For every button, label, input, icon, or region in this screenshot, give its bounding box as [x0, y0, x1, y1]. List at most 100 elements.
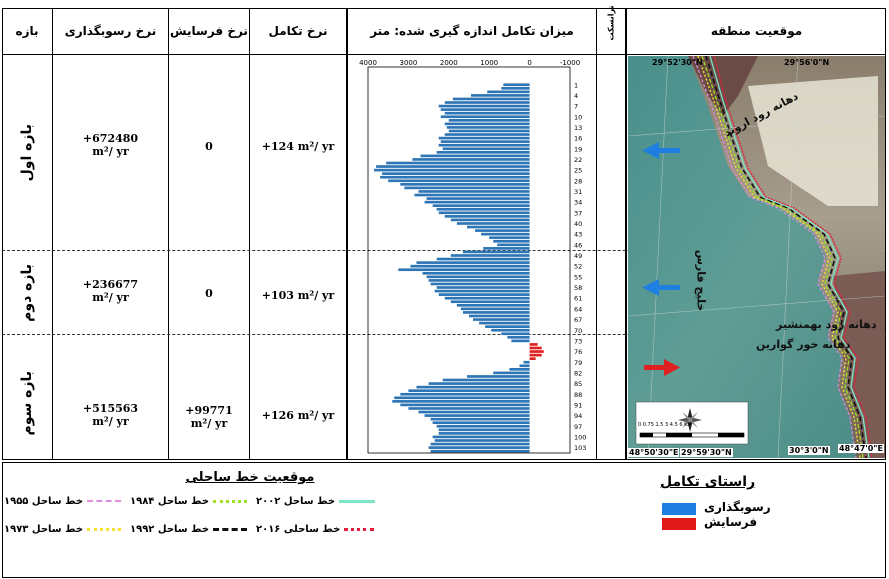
chart-bar — [444, 215, 530, 218]
map-wetland — [688, 56, 758, 116]
chart-bar — [404, 186, 530, 190]
chart-bar — [432, 421, 530, 425]
chart-bar — [400, 403, 530, 407]
legend-deposition-label: رسوبگذاری — [704, 500, 771, 514]
chart-bar — [471, 94, 530, 97]
y-tick-label: 61 — [574, 295, 582, 303]
legend-label-1984: خط ساحل ۱۹۸۴ — [130, 496, 210, 507]
map-coord-bottom-1: 48°50'30"E — [628, 448, 680, 457]
chart-bar — [430, 282, 530, 286]
chart-bar — [398, 268, 530, 272]
chart-bar — [438, 143, 530, 147]
map-panel: 0 0.75 1.5 3 4.5 6 KM 29°52'30"N 29°56'0… — [628, 56, 885, 458]
y-tick-label: 64 — [574, 305, 582, 313]
chart-bar — [392, 400, 530, 403]
chart-bar — [511, 339, 530, 343]
col-sep-1 — [52, 8, 53, 460]
legend-line-1992: خط ساحل ۱۹۹۲ — [130, 524, 247, 535]
chart-bar — [448, 118, 530, 122]
legend-swatch-2016 — [343, 527, 374, 531]
y-tick-label: 19 — [574, 145, 582, 153]
y-tick-label: 94 — [574, 412, 582, 420]
chart-bar — [440, 140, 530, 143]
legend-line-1955: خط ساحل ۱۹۵۵ — [4, 496, 121, 507]
y-tick-label: 1 — [574, 81, 578, 89]
erosion-arrow — [644, 359, 680, 376]
chart-bar — [408, 389, 530, 393]
chart-bar — [434, 439, 530, 442]
chart-bar — [414, 193, 530, 197]
chart-bar — [466, 375, 530, 378]
map-image — [628, 56, 885, 458]
chart-bar — [448, 129, 530, 133]
period-divider-1 — [2, 250, 886, 251]
chart-bar — [469, 314, 530, 318]
chart-bar — [444, 133, 530, 136]
y-tick-label: 46 — [574, 241, 582, 249]
chart-bar — [436, 286, 530, 289]
chart-bar — [462, 311, 530, 314]
period-1-deposition-unit: m²/ yr — [92, 145, 129, 158]
period-1-name: بازه اول — [19, 124, 35, 182]
period-divider-2 — [2, 334, 886, 335]
chart-bar — [509, 368, 530, 371]
chart-bar — [529, 350, 544, 353]
period-2-deposition: +236677 m²/ yr — [53, 278, 168, 304]
map-shoreline-1992 — [705, 56, 867, 458]
col-sep-4 — [346, 8, 348, 460]
header-chart: میزان تکامل اندازه گیری شده: متر — [370, 24, 574, 38]
chart-bar — [440, 108, 530, 111]
legend-line-1973: خط ساحل ۱۹۷۳ — [4, 524, 121, 535]
map-shoreline-1955 — [692, 56, 857, 458]
period-3-erosion-value: +99771 — [185, 404, 233, 417]
chart-bar — [382, 172, 530, 175]
x-tick-label: 0 — [527, 59, 531, 67]
map-mudflat — [748, 76, 878, 206]
map-coord-bottom-4: 48°47'0"E — [838, 444, 884, 453]
chart-bar — [489, 236, 530, 240]
period-2-deposition-unit: m²/ yr — [92, 291, 129, 304]
y-tick-label: 25 — [574, 167, 582, 175]
y-tick-label: 100 — [574, 433, 586, 441]
chart-bar — [529, 346, 542, 350]
chart-bar — [450, 300, 530, 304]
map-coord-top-2: 29°56'0"N — [784, 58, 830, 67]
chart-bar — [424, 200, 530, 204]
chart-bar — [412, 158, 530, 161]
chart-bar — [444, 122, 530, 126]
chart-bar — [462, 250, 530, 254]
chart-bar — [493, 239, 530, 243]
chart-bar — [442, 147, 530, 151]
chart-bar — [475, 229, 530, 232]
legend-label-1955: خط ساحل ۱۹۵۵ — [4, 496, 84, 507]
y-tick-label: 76 — [574, 348, 582, 356]
legend-swatch-1984 — [212, 499, 247, 503]
chart-bar — [450, 254, 530, 257]
chart-bar — [410, 264, 530, 268]
col-sep-6 — [625, 8, 627, 460]
y-tick-label: 82 — [574, 369, 582, 377]
scale-bar-segment — [718, 433, 744, 437]
y-tick-label: 70 — [574, 327, 582, 335]
chart-bar — [386, 161, 530, 165]
scale-bar-segment — [666, 433, 692, 437]
chart-bar — [430, 449, 530, 453]
map-label-persian-gulf: خلیج فارس — [694, 249, 708, 312]
table-frame — [2, 8, 886, 460]
period-3-erosion-unit: m²/ yr — [190, 417, 228, 430]
x-tick-label: 4000 — [359, 59, 377, 67]
chart-bar — [374, 168, 530, 172]
chart-bar — [432, 435, 530, 439]
chart-bar — [444, 101, 530, 104]
y-tick-label: 73 — [574, 337, 582, 345]
period-3-deposition-value: +515563 — [82, 402, 139, 415]
period-3-name: بازه سوم — [19, 371, 35, 436]
map-shoreline-1984 — [701, 56, 864, 458]
x-tick-label: 2000 — [440, 59, 458, 67]
chart-bar — [416, 385, 530, 389]
map-label-gavarin: دهانه خور گوارین — [756, 338, 851, 351]
col-sep-5 — [596, 8, 597, 460]
y-tick-label: 58 — [574, 284, 582, 292]
chart-bar — [501, 86, 530, 90]
chart-bar — [434, 289, 530, 293]
